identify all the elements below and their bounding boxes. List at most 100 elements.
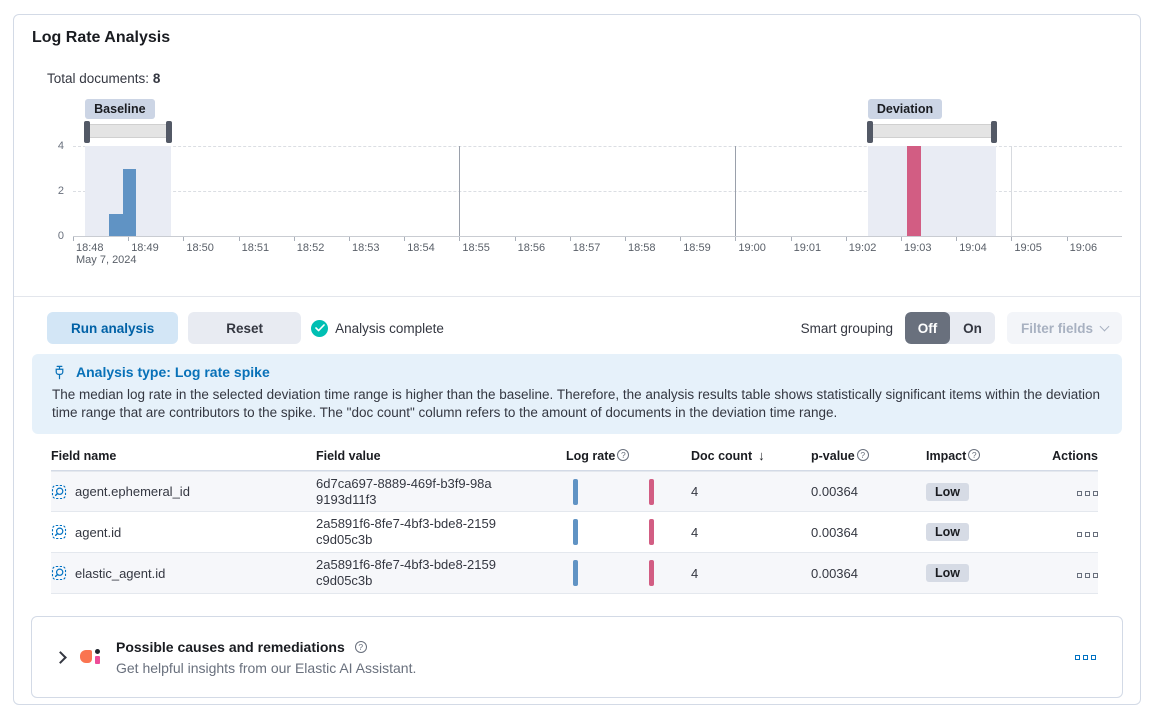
chevron-right-icon[interactable] [54, 650, 67, 664]
p-value-cell: 0.00364 [811, 484, 858, 499]
smart-grouping-toggle: Off On [904, 312, 995, 344]
field-stats-icon[interactable] [51, 565, 67, 581]
x-axis-tick-label: 18:50 [186, 242, 214, 254]
doc-count-cell: 4 [691, 484, 699, 499]
total-documents-value: 8 [152, 71, 161, 86]
accordion-title[interactable]: Possible causes and remediations [116, 638, 345, 655]
y-axis-tick-label: 0 [57, 230, 64, 242]
smart-grouping-on-button[interactable]: On [963, 320, 982, 336]
baseline-badge[interactable]: Baseline [85, 99, 155, 119]
h-gridline [73, 191, 1122, 192]
table-row: elastic_agent.id 2a5891f6-8fe7-4bf3-bde8… [51, 553, 1098, 594]
pin-icon [55, 365, 64, 379]
assistant-actions-button[interactable] [1075, 654, 1096, 660]
filter-fields-label: Filter fields [1020, 320, 1093, 336]
filter-fields-button[interactable]: Filter fields [1006, 312, 1122, 344]
field-name: elastic_agent.id [75, 565, 166, 581]
x-axis-tick-label: 18:53 [352, 242, 380, 254]
row-actions-button[interactable] [1077, 531, 1098, 537]
results-table: Field name Field value Log rate? Doc cou… [51, 444, 1098, 594]
accordion-text: Possible causes and remediations ? Get h… [116, 639, 1075, 676]
toolbar-right: Smart grouping Off On Filter fields [801, 312, 1122, 344]
baseline-brush-left-handle[interactable] [84, 121, 91, 143]
log-rate-baseline-bar [573, 478, 578, 505]
x-axis-tick [956, 237, 958, 241]
page-title: Log Rate Analysis [32, 29, 171, 46]
x-axis-tick [569, 237, 571, 241]
p-value-cell: 0.00364 [811, 524, 858, 540]
analysis-status-label: Analysis complete [335, 320, 444, 336]
help-icon[interactable]: ? [354, 640, 367, 653]
v-gridline [735, 146, 737, 236]
baseline-bar [122, 168, 137, 236]
document-count-chart: 0 2 4 Baseline Deviation 18:48 May 7, 2024 18:4… [32, 99, 1122, 269]
callout-header: Analysis type: Log rate spike [52, 364, 1102, 380]
x-axis-tick [735, 237, 737, 241]
analysis-status: Analysis complete [311, 319, 444, 337]
baseline-brush-right-handle[interactable] [166, 121, 173, 143]
impact-badge: Low [926, 564, 969, 582]
y-axis-tick-label: 4 [57, 140, 64, 152]
impact-badge: Low [926, 482, 969, 501]
x-axis-tick [790, 237, 792, 241]
field-name: agent.id [75, 524, 122, 540]
deviation-brush[interactable] [866, 121, 997, 143]
x-axis-tick [1066, 237, 1068, 241]
log-rate-analysis-panel: Log Rate Analysis Total documents: 8 0 2 4… [13, 14, 1141, 705]
info-icon[interactable]: ? [968, 448, 981, 461]
baseline-brush[interactable] [84, 121, 173, 143]
deviation-badge[interactable]: Deviation [867, 99, 943, 119]
smart-grouping-label: Smart grouping [800, 320, 893, 336]
callout-body: The median log rate in the selected devi… [52, 387, 1101, 420]
table-row: agent.ephemeral_id 6d7ca697-8889-469f-b3… [51, 471, 1098, 512]
field-stats-icon[interactable] [51, 524, 67, 540]
x-axis-tick [404, 237, 406, 241]
accordion-subtitle: Get helpful insights from our Elastic AI… [116, 659, 417, 676]
x-axis-tick [293, 237, 295, 241]
deviation-brush-left-handle[interactable] [866, 121, 873, 143]
v-gridline [459, 146, 461, 236]
doc-count-cell: 4 [691, 565, 699, 581]
table-body: agent.ephemeral_id 6d7ca697-8889-469f-b3… [51, 471, 1098, 594]
col-header-actions: Actions [1052, 448, 1098, 463]
info-icon[interactable]: ? [856, 448, 869, 461]
col-header-doc-count[interactable]: Doc count ↓ [691, 448, 765, 463]
total-documents: Total documents: 8 [47, 71, 1122, 86]
x-axis-tick-label: 18:51 [241, 242, 270, 254]
col-header-impact[interactable]: Impact? [926, 448, 1041, 463]
deviation-brush-right-handle[interactable] [990, 121, 997, 143]
col-header-field-value[interactable]: Field value [316, 448, 381, 463]
p-value-cell: 0.00364 [811, 565, 858, 581]
x-axis-line [73, 236, 1122, 237]
x-axis-tick-label: 18:49 [131, 242, 159, 254]
x-axis-tick-label: 18:57 [572, 242, 601, 254]
x-axis-tick [238, 237, 240, 241]
log-rate-deviation-bar [649, 560, 654, 586]
info-icon[interactable]: ? [617, 448, 630, 461]
field-value: 2a5891f6-8fe7-4bf3-bde8-2159c9d05c3b [316, 557, 496, 588]
analysis-type-callout: Analysis type: Log rate spike The median… [32, 354, 1122, 434]
y-axis-tick-label: 2 [57, 185, 64, 197]
smart-grouping-off-button[interactable]: Off [904, 312, 950, 344]
row-actions-button[interactable] [1077, 572, 1098, 578]
x-axis-tick-label: 18:52 [296, 242, 325, 254]
col-header-field-name[interactable]: Field name [51, 448, 117, 463]
x-axis-date-label: May 7, 2024 [76, 254, 137, 266]
x-axis-tick-label: 19:01 [793, 242, 822, 254]
col-header-log-rate[interactable]: Log rate? [566, 448, 691, 463]
impact-badge: Low [926, 523, 969, 541]
run-analysis-button[interactable]: Run analysis [47, 312, 179, 344]
x-axis-tick [845, 237, 847, 241]
log-rate-deviation-bar [649, 519, 654, 545]
x-axis-tick-label: 18:54 [407, 242, 435, 254]
x-axis-tick [680, 237, 682, 241]
row-actions-button[interactable] [1077, 491, 1098, 496]
field-stats-icon[interactable] [51, 484, 67, 500]
table-header-row: Field name Field value Log rate? Doc cou… [51, 444, 1098, 471]
x-axis-tick [128, 237, 130, 241]
col-header-p-value[interactable]: p-value? [811, 448, 926, 463]
h-gridline [73, 146, 1122, 147]
divider [14, 296, 1140, 297]
total-documents-label: Total documents: [47, 71, 150, 86]
reset-button[interactable]: Reset [188, 312, 302, 344]
